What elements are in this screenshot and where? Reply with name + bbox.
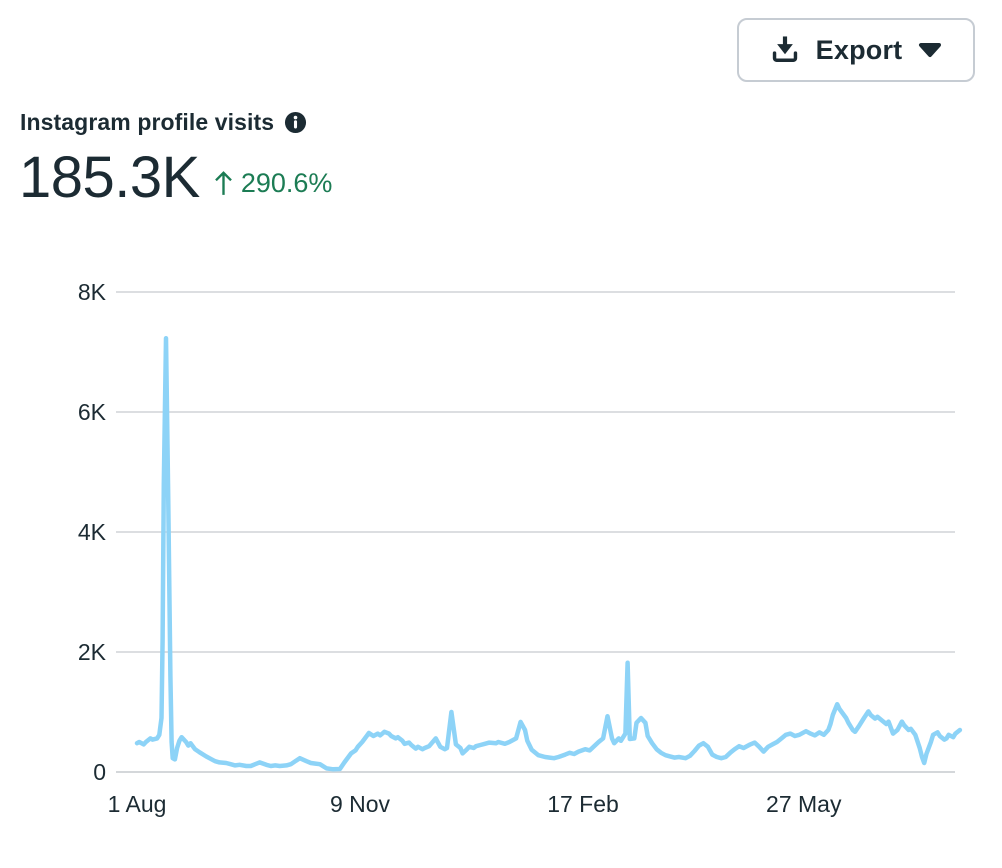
chevron-down-icon (918, 42, 942, 58)
metric-row: 185.3K 290.6% (19, 143, 332, 213)
x-axis-label-27-may: 27 May (766, 791, 842, 817)
visits-line-series (134, 335, 963, 772)
x-axis-labels: 1 Aug 9 Nov 17 Feb 27 May (108, 791, 842, 817)
gridlines (116, 291, 955, 773)
y-axis-label-2K: 2K (78, 639, 107, 665)
metric-change-percent: 290.6% (240, 167, 333, 198)
x-axis-label-17-feb: 17 Feb (547, 791, 619, 817)
series-group (134, 335, 963, 772)
export-button[interactable]: Export (737, 18, 975, 82)
y-axis-label-0: 0 (93, 759, 106, 785)
info-icon[interactable] (284, 111, 307, 134)
chart-header: Instagram profile visits (20, 109, 307, 136)
y-axis-label-4K: 4K (78, 519, 107, 545)
export-button-label: Export (815, 34, 903, 65)
y-axis-labels: 0 2K 4K 6K 8K (78, 279, 107, 785)
x-axis-label-9-nov: 9 Nov (330, 791, 391, 817)
metric-value: 185.3K (19, 145, 200, 210)
trend-up-arrow-icon (212, 169, 235, 197)
page-title: Instagram profile visits (20, 109, 275, 135)
y-axis-label-8K: 8K (78, 279, 107, 305)
metric-delta: 290.6% (212, 167, 333, 199)
download-icon (770, 34, 800, 66)
x-axis-label-1-aug: 1 Aug (108, 791, 167, 817)
y-axis-label-6K: 6K (78, 399, 107, 425)
